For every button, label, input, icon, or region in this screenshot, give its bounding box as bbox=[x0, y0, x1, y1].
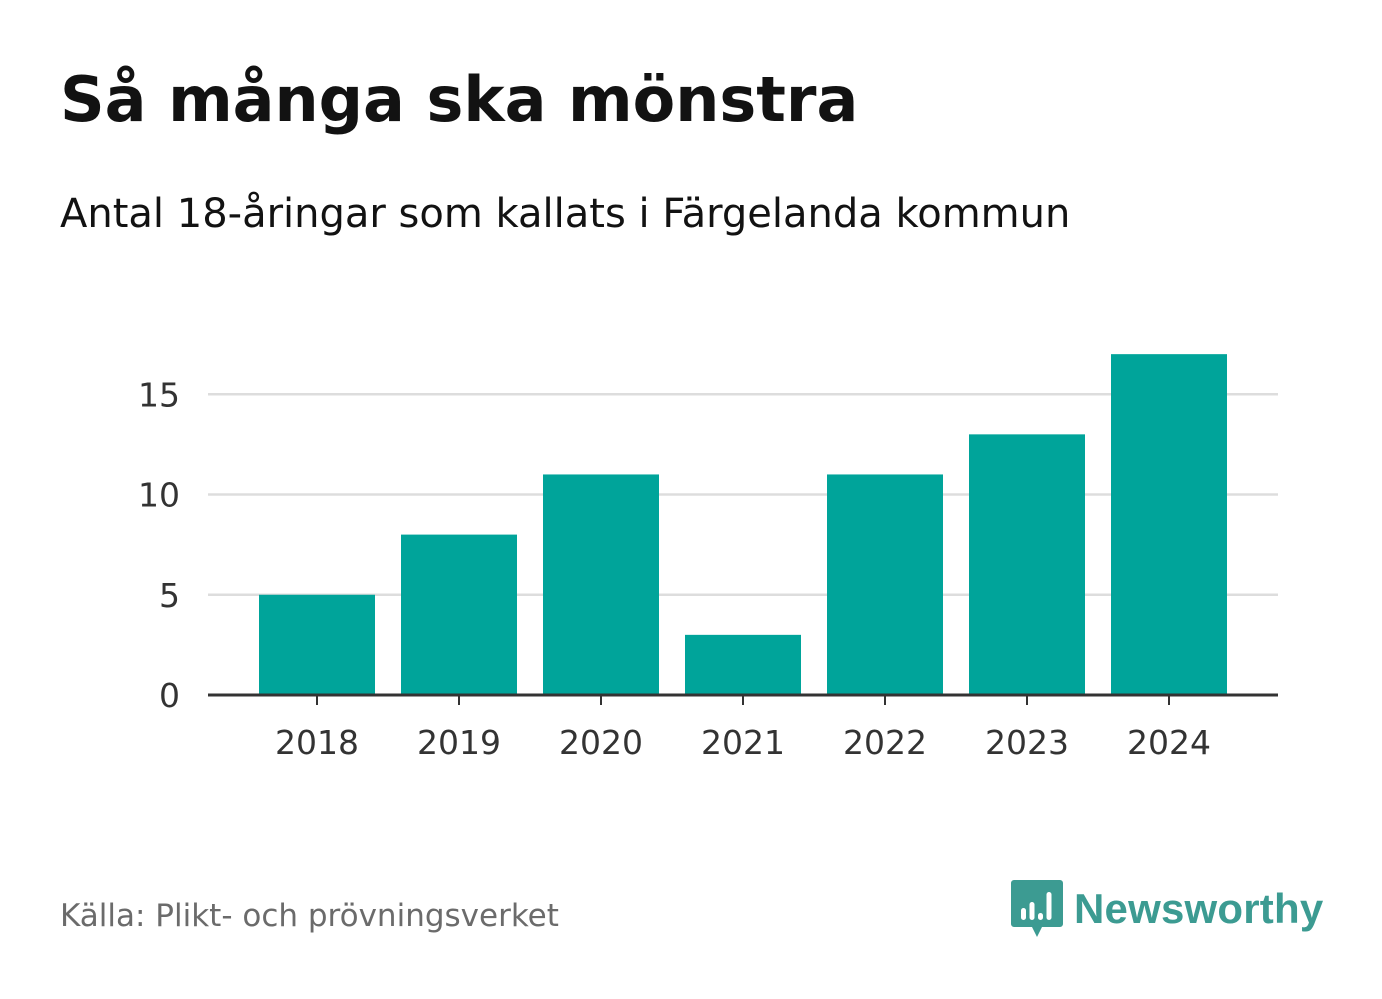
brand-name: Newsworthy bbox=[1074, 885, 1324, 932]
chart-subtitle: Antal 18-åringar som kallats i Färgeland… bbox=[60, 191, 1071, 237]
x-tick-label: 2022 bbox=[843, 723, 927, 762]
y-tick-label: 15 bbox=[138, 375, 180, 414]
gridlines bbox=[208, 393, 1278, 596]
y-tick-label: 10 bbox=[138, 476, 180, 515]
bar-2020 bbox=[543, 474, 659, 695]
source-note: Källa: Plikt- och prövningsverket bbox=[60, 898, 559, 934]
bar-2024 bbox=[1111, 354, 1227, 695]
bar-2018 bbox=[259, 594, 375, 695]
x-tick-label: 2019 bbox=[417, 723, 501, 762]
x-tick-label: 2020 bbox=[559, 723, 643, 762]
axes: 0 5 10 15 2018 2019 2020 2021 2022 2023 2024 bbox=[138, 375, 1278, 762]
x-tick-label: 2024 bbox=[1127, 723, 1211, 762]
x-tick-label: 2021 bbox=[701, 723, 785, 762]
x-tick-label: 2018 bbox=[275, 723, 359, 762]
newsworthy-logo-icon bbox=[1011, 880, 1063, 937]
chart-title: Så många ska mönstra bbox=[60, 63, 859, 136]
bar-2022 bbox=[827, 474, 943, 695]
brand-logo: Newsworthy bbox=[1010, 878, 1323, 940]
bars bbox=[259, 354, 1227, 695]
y-tick-label: 5 bbox=[159, 576, 180, 615]
bar-2023 bbox=[969, 434, 1085, 695]
bar-2019 bbox=[401, 534, 517, 695]
bar-2021 bbox=[685, 634, 801, 695]
x-tick-label: 2023 bbox=[985, 723, 1069, 762]
y-tick-label: 0 bbox=[159, 676, 180, 715]
